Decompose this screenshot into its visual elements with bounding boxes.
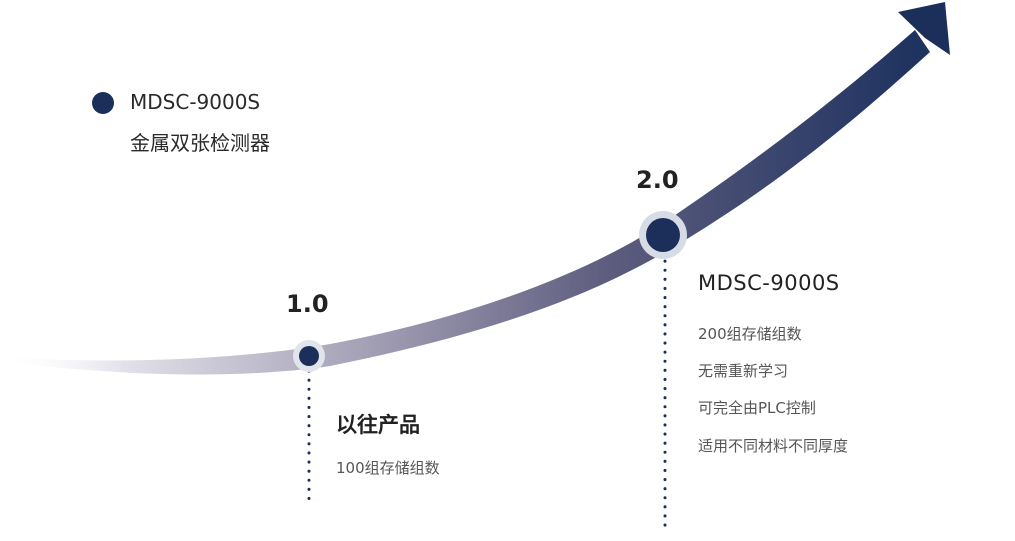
legend-name: 金属双张检测器	[130, 131, 270, 155]
legend-dot	[92, 92, 114, 114]
arrow-head	[898, 2, 950, 55]
milestone-1-title: 以往产品	[336, 413, 420, 437]
milestone-1-node	[299, 346, 319, 366]
milestone-2-node	[646, 218, 680, 252]
milestone-2-version: 2.0	[636, 166, 679, 194]
milestone-1-version: 1.0	[286, 290, 329, 318]
milestone-1-feature: 100组存储组数	[336, 459, 440, 477]
legend-model: MDSC-9000S	[130, 90, 261, 114]
milestone-2-feature: 无需重新学习	[698, 362, 789, 380]
milestone-2-feature: 适用不同材料不同厚度	[698, 437, 849, 455]
milestone-2-feature: 200组存储组数	[698, 325, 802, 343]
milestone-2-feature: 可完全由PLC控制	[698, 399, 816, 417]
milestone-2-title: MDSC-9000S	[698, 271, 840, 295]
